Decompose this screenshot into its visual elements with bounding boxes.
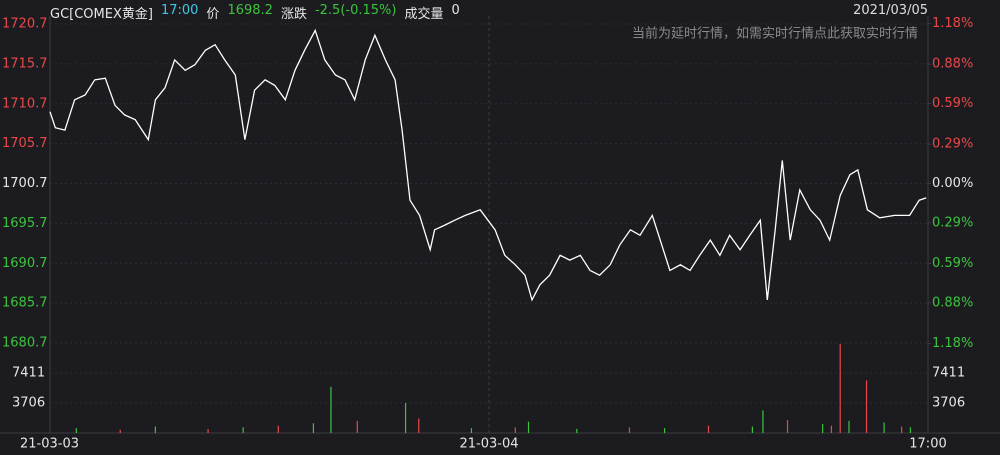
volume-bar — [865, 380, 868, 433]
volume-bar — [839, 343, 841, 433]
volume-bar — [119, 429, 121, 433]
y-tick-label: 1680.7 — [2, 336, 48, 351]
y-tick-label: 1720.7 — [2, 17, 48, 32]
volume-bar — [207, 428, 209, 433]
volume-bar — [628, 427, 631, 433]
volume-bar — [909, 427, 912, 433]
volume-bar — [418, 418, 420, 433]
y-tick-label: 1715.7 — [2, 56, 48, 71]
volume-bar — [75, 428, 77, 433]
volume-bar — [404, 403, 407, 433]
volume-tick-label: 3706 — [932, 395, 965, 410]
header-item: 价 — [206, 7, 220, 22]
y2-tick-label: 0.00% — [932, 176, 973, 191]
volume-bar — [762, 410, 764, 433]
volume-bar — [901, 426, 903, 433]
header-item: -2.5(-0.15%) — [314, 3, 397, 18]
x-tick-label: 21-03-04 — [459, 437, 518, 452]
volume-bar — [356, 420, 358, 433]
y2-tick-label: 0.29% — [932, 137, 973, 152]
volume-tick-label: 7411 — [12, 366, 45, 381]
volume-bar — [830, 425, 833, 433]
header-item: 17:00 — [160, 3, 199, 18]
y-tick-label: 1685.7 — [2, 296, 48, 311]
volume-bar — [514, 427, 516, 433]
y-tick-label: 1695.7 — [2, 216, 48, 231]
y-tick-label: 1710.7 — [2, 96, 48, 111]
volume-bar — [883, 422, 885, 433]
volume-bar — [848, 420, 850, 433]
volume-tick-label: 7411 — [932, 366, 965, 381]
x-tick-label: 17:00 — [909, 437, 946, 452]
header-item: 涨跌 — [280, 7, 307, 22]
y2-tick-label: 0.88% — [932, 295, 973, 310]
y2-tick-label: 1.18% — [932, 336, 973, 351]
header-item: GC[COMEX黄金] — [50, 7, 153, 22]
y2-tick-label: 0.29% — [932, 215, 973, 230]
y-tick-label: 1690.7 — [2, 256, 48, 271]
volume-bar — [277, 425, 279, 433]
volume-bar — [470, 428, 473, 433]
header-item: 成交量 — [404, 7, 444, 22]
volume-tick-label: 3706 — [12, 395, 45, 410]
y2-tick-label: 0.88% — [932, 57, 973, 72]
header-item: 1698.2 — [227, 3, 273, 18]
volume-bar — [751, 426, 753, 433]
volume-bar — [312, 423, 314, 433]
notice[interactable]: 当前为延时行情，如需实时行情点此获取实时行情 — [632, 26, 918, 42]
volume-bar — [242, 427, 244, 433]
header-item: 0 — [451, 3, 460, 18]
header: GC[COMEX黄金] 17:00 价 1698.2 涨跌 -2.5(-0.15%) 成交量… — [50, 3, 460, 22]
price-line — [49, 28, 927, 302]
y2-tick-label: 0.59% — [932, 96, 973, 111]
volume-bar — [664, 428, 666, 433]
x-tick-label: 21-03-03 — [20, 437, 79, 452]
y2-tick-label: 0.59% — [932, 256, 973, 271]
volume-bar — [576, 428, 578, 433]
y-tick-label: 1705.7 — [2, 136, 48, 151]
volume-bar — [330, 386, 332, 433]
volume-bar — [707, 425, 710, 433]
y-tick-label: 1700.7 — [2, 176, 48, 191]
date: 2021/03/05 — [853, 3, 928, 18]
volume-bar — [822, 424, 824, 433]
y2-tick-label: 1.18% — [932, 16, 973, 31]
volume-bar — [527, 421, 530, 433]
volume-bar — [154, 426, 156, 433]
volume-bar — [786, 420, 789, 433]
